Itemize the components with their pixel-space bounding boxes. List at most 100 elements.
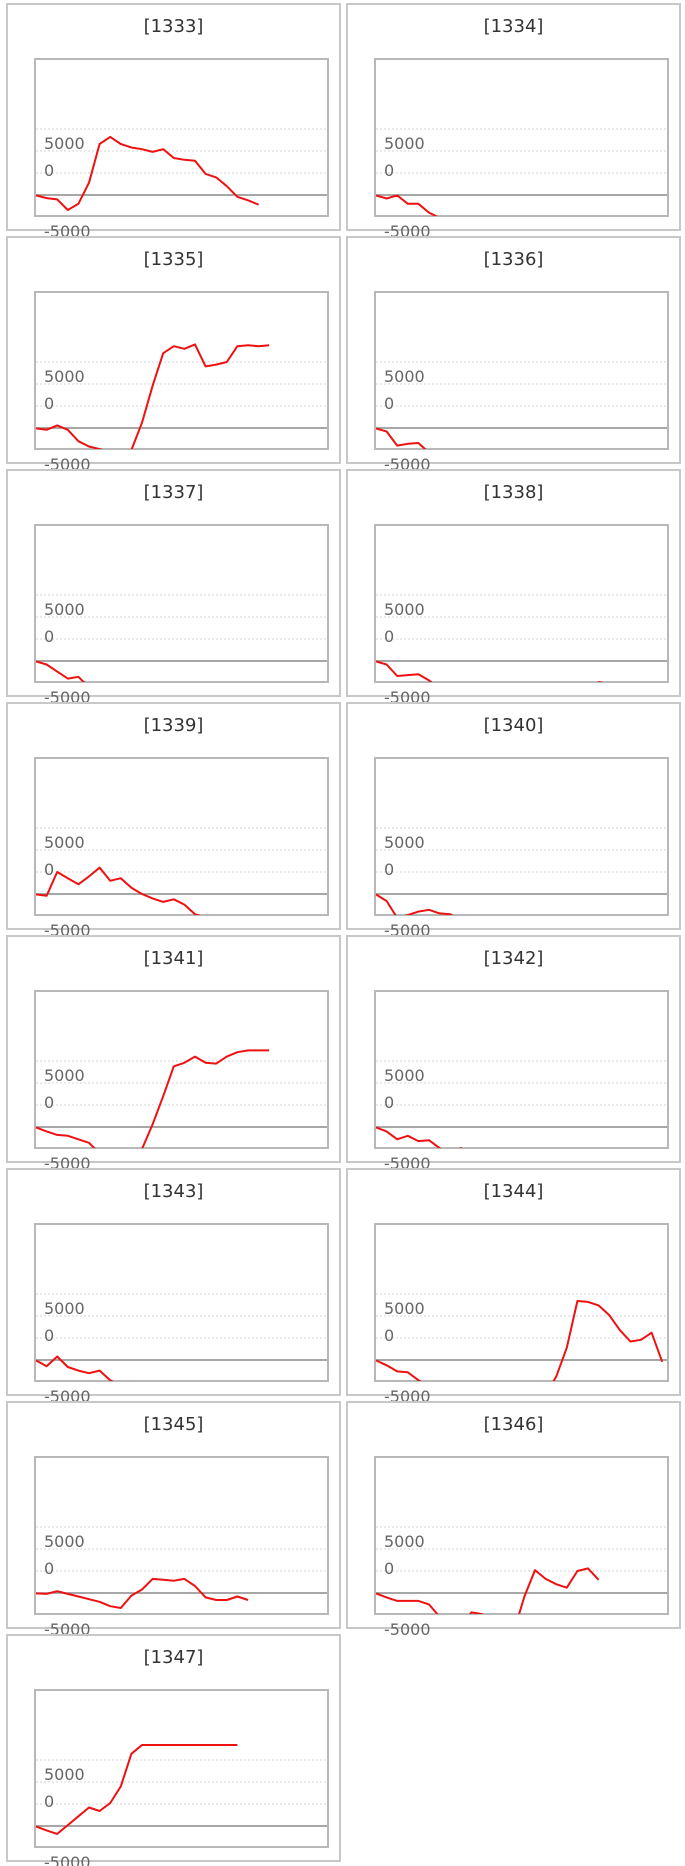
y-tick-label: 5000	[44, 367, 85, 386]
series-line	[35, 135, 259, 211]
series-line	[375, 427, 427, 449]
y-tick-label: 0	[384, 627, 394, 646]
plot-frame	[34, 58, 329, 217]
chart-title: [1344]	[483, 1181, 544, 1202]
y-tick-label: 5000	[384, 134, 425, 153]
chart-title: [1335]	[143, 249, 204, 270]
y-tick-label: 5000	[44, 1066, 85, 1085]
y-tick-label: 0	[384, 1093, 394, 1112]
series-line	[35, 660, 86, 682]
chart-panel: [1346] 5000 0 -5000	[346, 1401, 681, 1639]
y-tick-label: 0	[44, 860, 54, 879]
plot-frame	[374, 1223, 669, 1382]
chart-title: [1340]	[483, 715, 544, 736]
y-tick-label: 0	[384, 161, 394, 180]
y-tick-label: 5000	[384, 833, 425, 852]
y-tick-label: 5000	[384, 1299, 425, 1318]
series-line	[375, 1567, 600, 1614]
y-tick-label: 0	[44, 1792, 54, 1811]
plot-frame	[374, 524, 669, 683]
series-line	[35, 343, 270, 449]
y-tick-label: 5000	[44, 1532, 85, 1551]
plot-frame	[34, 990, 329, 1149]
plot-frame	[374, 58, 669, 217]
y-tick-label: 0	[44, 161, 54, 180]
chart-panel: [1343] 5000 0 -5000	[6, 1168, 341, 1406]
chart-plot: 5000 0 -5000	[374, 1456, 669, 1639]
y-tick-label: 5000	[44, 134, 85, 153]
chart-title: [1342]	[483, 948, 544, 969]
chart-panel: [1338] 5000 0 -5000	[346, 469, 681, 707]
series-line	[375, 194, 439, 216]
chart-panel: [1335] 5000 0 -5000	[6, 236, 341, 474]
plot-frame	[34, 1456, 329, 1615]
series-line	[35, 1744, 238, 1835]
chart-panel: [1341] 5000 0 -5000	[6, 935, 341, 1173]
y-tick-label: 5000	[384, 1066, 425, 1085]
plot-frame	[34, 1223, 329, 1382]
y-tick-label: 0	[44, 1326, 54, 1345]
chart-title: [1338]	[483, 482, 544, 503]
chart-panel: [1345] 5000 0 -5000	[6, 1401, 341, 1639]
y-tick-label: 0	[44, 627, 54, 646]
plot-frame	[374, 990, 669, 1149]
chart-title: [1339]	[143, 715, 204, 736]
chart-title: [1336]	[483, 249, 544, 270]
y-tick-label: 0	[384, 1559, 394, 1578]
y-tick-label: 0	[384, 1326, 394, 1345]
y-tick-label: 5000	[44, 600, 85, 619]
plot-frame	[374, 1456, 669, 1615]
chart-title: [1347]	[143, 1647, 204, 1668]
chart-title: [1345]	[143, 1414, 204, 1435]
series-line	[375, 660, 604, 682]
plot-frame	[34, 291, 329, 450]
chart-panel: [1342] 5000 0 -5000	[346, 935, 681, 1173]
series-line	[35, 1355, 114, 1381]
chart-title: [1343]	[143, 1181, 204, 1202]
chart-panel: [1333] 5000 0 -5000	[6, 3, 341, 241]
series-line	[35, 866, 201, 915]
plot-frame	[34, 1689, 329, 1848]
y-tick-label: 5000	[384, 600, 425, 619]
chart-panel: [1339] 5000 0 -5000	[6, 702, 341, 940]
series-line	[375, 1300, 664, 1381]
y-tick-label: 0	[44, 394, 54, 413]
chart-plot: 5000 0 -5000	[34, 1689, 329, 1866]
chart-title: [1337]	[143, 482, 204, 503]
series-line	[375, 1126, 463, 1148]
y-tick-label: -5000	[44, 1853, 91, 1866]
y-tick-label: 5000	[384, 367, 425, 386]
y-tick-label: 5000	[44, 1765, 85, 1784]
y-tick-label: 0	[384, 394, 394, 413]
y-tick-label: -5000	[384, 1620, 431, 1639]
y-tick-label: 0	[44, 1093, 54, 1112]
series-line	[35, 1049, 270, 1148]
chart-title: [1333]	[143, 16, 204, 37]
chart-panel: [1334] 5000 0 -5000	[346, 3, 681, 241]
y-tick-label: 5000	[44, 833, 85, 852]
y-tick-label: 5000	[384, 1532, 425, 1551]
y-tick-label: 0	[384, 860, 394, 879]
series-line	[35, 1577, 249, 1609]
y-tick-label: 0	[44, 1559, 54, 1578]
chart-title: [1346]	[483, 1414, 544, 1435]
chart-panel: [1337] 5000 0 -5000	[6, 469, 341, 707]
plot-frame	[374, 757, 669, 916]
chart-panel: [1347] 5000 0 -5000	[6, 1634, 341, 1866]
plot-frame	[34, 757, 329, 916]
plot-frame	[34, 524, 329, 683]
chart-panel: [1344] 5000 0 -5000	[346, 1168, 681, 1406]
